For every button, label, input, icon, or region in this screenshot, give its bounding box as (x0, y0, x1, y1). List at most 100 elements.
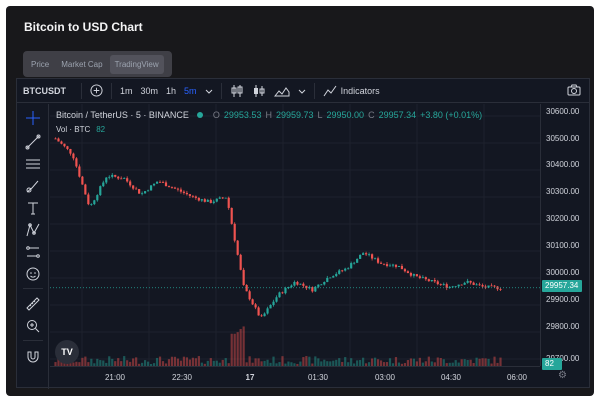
volume-bar (93, 363, 96, 366)
volume-bar (472, 363, 475, 366)
symbol-search[interactable]: BTCUSDT (23, 85, 66, 96)
smiley-icon[interactable] (25, 266, 41, 282)
volume-bar (63, 362, 66, 366)
candle-body (146, 190, 150, 192)
compare-symbol-button[interactable] (86, 84, 107, 97)
candle-body (481, 285, 484, 287)
volume-bar (281, 356, 284, 366)
horizontal-lines-icon[interactable] (25, 156, 41, 172)
candle-body (305, 285, 308, 289)
candle-body (445, 284, 448, 288)
candle-body (96, 195, 99, 201)
price-axis[interactable]: 30600.00 30500.00 30400.00 30300.00 3020… (540, 104, 590, 370)
tab-market-cap[interactable]: Market Cap (61, 59, 103, 69)
candle-body (93, 200, 96, 205)
interval-1m[interactable]: 1m (120, 85, 133, 96)
candle-body (263, 313, 266, 317)
time-axis-label: 03:00 (374, 373, 396, 382)
volume-bar (114, 361, 117, 366)
candle-body (218, 197, 221, 199)
volume-bar (188, 359, 191, 366)
measure-range-icon[interactable] (25, 244, 41, 260)
volume-bar (290, 362, 293, 366)
legend-symbol[interactable]: Bitcoin / TetherUS · 5 · BINANCE (56, 110, 189, 120)
candle-body (221, 197, 224, 199)
brush-icon[interactable] (25, 178, 41, 194)
market-status-dot (196, 112, 203, 118)
time-axis-label: 22:30 (171, 373, 193, 382)
time-axis-label: 06:00 (506, 373, 528, 382)
indicators-button[interactable]: Indicators (319, 85, 380, 97)
candle-body (454, 286, 457, 288)
volume-bar (135, 357, 138, 366)
ruler-icon[interactable] (25, 296, 41, 312)
volume-bar (263, 360, 266, 366)
candle-body (81, 176, 84, 185)
candle-body (197, 197, 200, 201)
candle-body (290, 285, 293, 288)
candle-body (72, 153, 75, 159)
volume-bar (141, 362, 144, 366)
volume-legend: Vol · BTC 82 (56, 125, 105, 134)
candle-body (332, 276, 335, 278)
volume-bar (233, 333, 236, 366)
tradingview-logo[interactable]: TV (55, 340, 79, 364)
candle-body (176, 188, 180, 190)
settings-gear-icon[interactable]: ⚙ (558, 370, 567, 381)
text-tool-icon[interactable] (25, 200, 41, 216)
volume-bar (84, 356, 87, 366)
volume-bar (362, 357, 365, 366)
crosshair-icon[interactable] (25, 110, 41, 126)
volume-bar (182, 356, 186, 366)
candle-body (329, 277, 332, 279)
candle-body (75, 158, 78, 167)
price-chart[interactable] (50, 104, 540, 366)
interval-30m[interactable]: 30m (140, 85, 159, 96)
chart-toolbar: BTCUSDT 1m 30m 1h 5m Indicators (17, 79, 589, 103)
volume-bar (442, 359, 445, 366)
bar-style-button[interactable] (226, 84, 248, 98)
candles-icon (231, 84, 243, 97)
candle-body (478, 284, 481, 286)
candle-style-button[interactable] (248, 84, 270, 98)
volume-bar (218, 362, 221, 366)
volume-bar (111, 358, 114, 366)
time-axis[interactable]: 21:00 22:30 17 01:30 03:00 04:30 06:00 (50, 366, 540, 388)
volume-bar (81, 357, 84, 366)
pattern-icon[interactable] (25, 222, 41, 238)
volume-bar (254, 358, 257, 366)
volume-bar (394, 357, 398, 366)
change-value: +3.80 (+0.01%) (420, 110, 483, 120)
interval-1h[interactable]: 1h (166, 85, 177, 96)
chevron-down-icon (298, 89, 305, 94)
candle-body (457, 284, 460, 287)
screenshot-button[interactable] (567, 84, 581, 98)
tab-price[interactable]: Price (31, 59, 50, 69)
volume-bar (311, 363, 314, 366)
candle-body (427, 279, 430, 282)
magnet-icon[interactable] (25, 348, 41, 364)
candle-body (123, 178, 126, 179)
candle-body (469, 280, 472, 283)
interval-5m[interactable]: 5m (184, 85, 197, 96)
candle-body (335, 273, 338, 277)
volume-bar (167, 359, 171, 366)
candle-body (66, 146, 69, 149)
trend-line-icon[interactable] (25, 134, 41, 150)
candle-body (499, 289, 502, 290)
volume-bar (332, 360, 335, 366)
zoom-in-icon[interactable] (25, 318, 41, 334)
candle-body (227, 197, 230, 208)
chart-type-dropdown[interactable] (294, 87, 310, 95)
area-style-button[interactable] (270, 85, 294, 97)
candle-body (311, 287, 314, 292)
tab-tradingview[interactable]: TradingView (109, 54, 164, 74)
volume-bar (368, 362, 371, 366)
ohlc-legend: Bitcoin / TetherUS · 5 · BINANCE O 29953.… (56, 110, 482, 120)
volume-bar (344, 357, 347, 366)
interval-dropdown[interactable] (201, 87, 217, 95)
candle-body (451, 286, 454, 288)
volume-bar (493, 356, 496, 366)
volume-bar (475, 357, 478, 366)
candle-body (251, 299, 254, 305)
